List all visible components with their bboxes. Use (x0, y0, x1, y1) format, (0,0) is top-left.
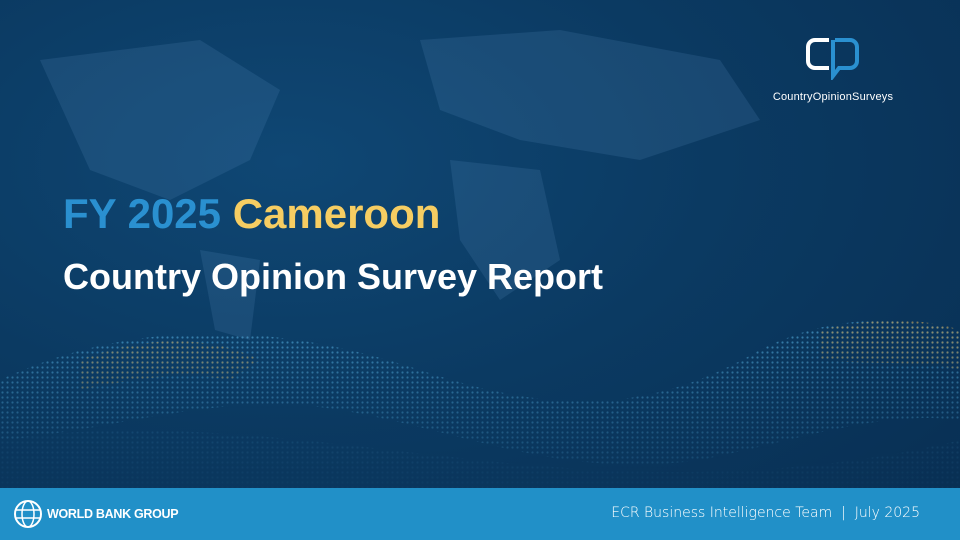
footer-bar: WORLD BANK GROUP ECR Business Intelligen… (0, 488, 960, 540)
logo-text: CountryOpinionSurveys (772, 91, 894, 103)
report-subtitle: Country Opinion Survey Report (63, 256, 604, 297)
country-opinion-surveys-logo: CountryOpinionSurveys (758, 36, 908, 103)
world-bank-group-logo: WORLD BANK GROUP (12, 498, 179, 530)
country-name: Cameroon (232, 190, 441, 237)
separator: | (841, 505, 846, 521)
report-date: July 2025 (854, 505, 920, 521)
footer-credit: ECR Business Intelligence Team | July 20… (611, 505, 920, 521)
fiscal-year: FY 2025 (63, 190, 222, 237)
report-title: FY 2025 Cameroon (63, 190, 440, 238)
organization-name: WORLD BANK GROUP (47, 507, 179, 521)
dotted-wave-graphic (0, 320, 960, 490)
globe-icon (14, 500, 42, 528)
team-name: ECR Business Intelligence Team (611, 505, 833, 521)
speech-bubble-logo-icon (806, 38, 859, 82)
